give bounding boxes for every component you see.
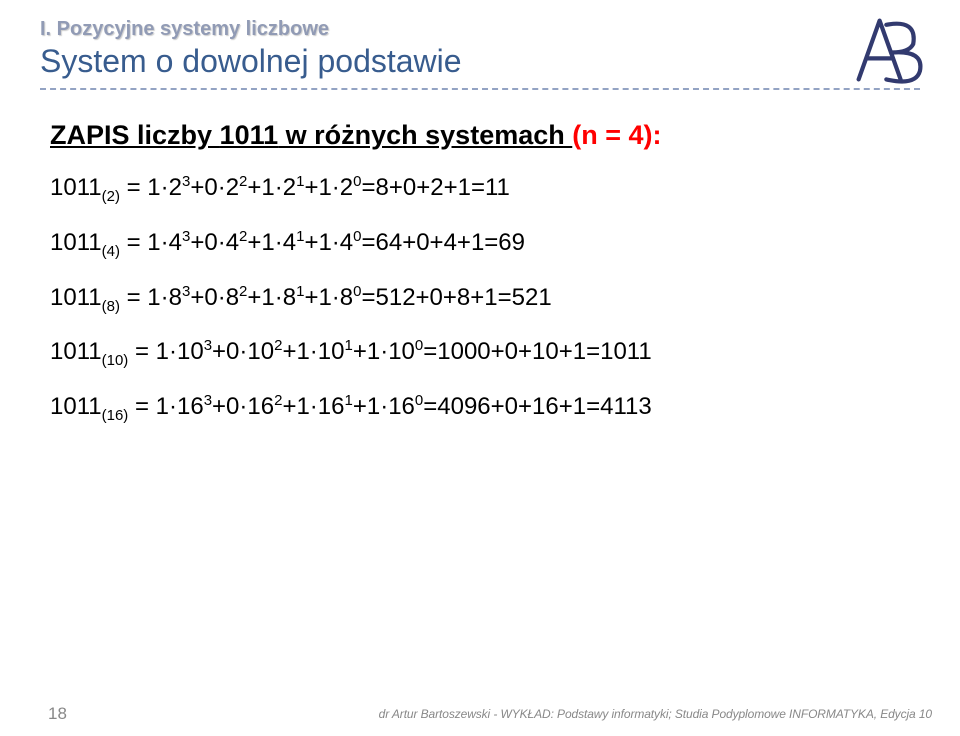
content-heading: ZAPIS liczby 1011 w różnych systemach (n… — [50, 120, 920, 151]
footer-text: dr Artur Bartoszewski - WYKŁAD: Podstawy… — [379, 707, 932, 721]
equation-row: 1011(10) = 1·103+0·102+1·101+1·100=1000+… — [50, 337, 920, 370]
equations-list: 1011(2) = 1·23+0·22+1·21+1·20=8+0+2+1=11… — [50, 173, 920, 425]
footer: 18 dr Artur Bartoszewski - WYKŁAD: Podst… — [0, 704, 960, 724]
slide-title: System o dowolnej podstawie — [40, 43, 920, 80]
equation-row: 1011(2) = 1·23+0·22+1·21+1·20=8+0+2+1=11 — [50, 173, 920, 206]
slide-category: I. Pozycyjne systemy liczbowe — [40, 18, 920, 41]
page-number: 18 — [48, 704, 67, 724]
logo-ab — [846, 12, 930, 88]
equation-row: 1011(4) = 1·43+0·42+1·41+1·40=64+0+4+1=6… — [50, 228, 920, 261]
equation-row: 1011(8) = 1·83+0·82+1·81+1·80=512+0+8+1=… — [50, 283, 920, 316]
content-area: ZAPIS liczby 1011 w różnych systemach (n… — [50, 120, 920, 425]
equation-row: 1011(16) = 1·163+0·162+1·161+1·160=4096+… — [50, 392, 920, 425]
divider — [40, 88, 920, 90]
